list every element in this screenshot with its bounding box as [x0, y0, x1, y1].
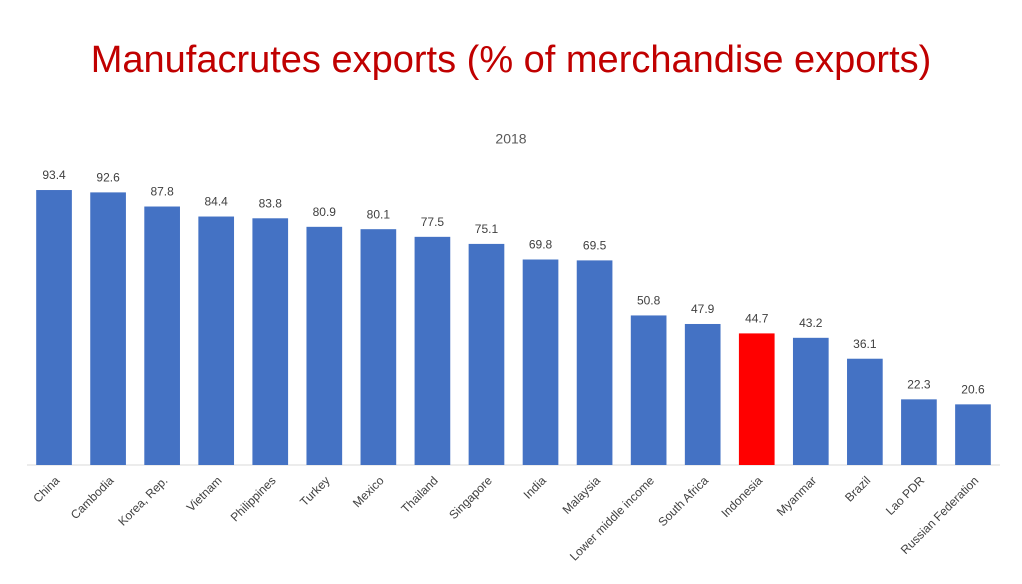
bar [522, 259, 559, 465]
bar [684, 323, 721, 465]
bar [36, 190, 72, 465]
bar [144, 206, 180, 466]
chart-subtitle: 2018 [495, 131, 526, 147]
chart-title: Manufacrutes exports (% of merchandise e… [91, 39, 932, 81]
bar [576, 260, 613, 465]
data-label: 75.1 [475, 222, 499, 236]
bar [252, 218, 289, 465]
data-label: 84.4 [205, 195, 229, 209]
data-label: 92.6 [96, 171, 120, 185]
x-tick-label: Indonesia [718, 473, 765, 520]
bar [306, 226, 343, 465]
x-tick-label: Brazil [842, 473, 873, 504]
data-label: 47.9 [691, 302, 715, 316]
x-tick-label: South Africa [655, 473, 711, 529]
bar [901, 399, 937, 465]
data-label: 69.5 [583, 239, 607, 253]
x-tick-label: Korea, Rep. [115, 473, 170, 528]
bar [955, 404, 991, 465]
data-label: 44.7 [745, 312, 769, 326]
data-label: 80.1 [367, 207, 391, 221]
data-label: 93.4 [42, 168, 66, 182]
data-label: 50.8 [637, 294, 661, 308]
x-tick-label: Singapore [446, 473, 495, 522]
bar [360, 229, 397, 465]
data-label: 69.8 [529, 238, 553, 252]
x-tick-label: Lao PDR [883, 473, 928, 518]
x-tick-label: India [521, 473, 550, 502]
x-tick-label: Myanmar [774, 473, 819, 518]
bar [468, 243, 505, 465]
data-label: 36.1 [853, 337, 877, 351]
x-tick-label: Turkey [297, 473, 333, 509]
bar [847, 358, 883, 465]
x-tick-label: Philippines [228, 473, 279, 524]
bar [198, 216, 235, 465]
bar [630, 315, 667, 465]
x-tick-label: Vietnam [184, 473, 225, 514]
bar [738, 333, 775, 465]
bar [414, 236, 451, 465]
data-label: 20.6 [961, 383, 985, 397]
bar [90, 192, 126, 465]
data-label: 83.8 [259, 196, 283, 210]
x-tick-label: Cambodia [68, 473, 117, 522]
x-tick-label: Thailand [398, 473, 440, 515]
data-label: 77.5 [421, 215, 445, 229]
data-label: 87.8 [150, 185, 174, 199]
x-tick-label: Malaysia [560, 473, 604, 517]
x-tick-label: China [30, 473, 62, 505]
bar [792, 337, 829, 465]
data-label: 80.9 [313, 205, 337, 219]
data-label: 22.3 [907, 378, 931, 392]
data-label: 43.2 [799, 316, 823, 330]
x-tick-label: Mexico [350, 473, 387, 510]
